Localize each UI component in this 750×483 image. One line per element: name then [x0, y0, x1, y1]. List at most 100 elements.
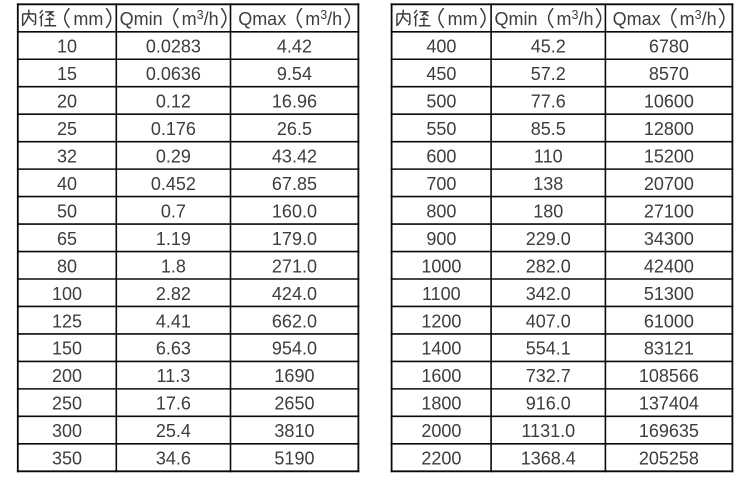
svg-text:1.19: 1.19 [156, 229, 191, 249]
svg-text:350: 350 [52, 449, 82, 469]
svg-text:10: 10 [57, 37, 77, 57]
svg-text:125: 125 [52, 311, 82, 331]
svg-text:Qmin: Qmin [120, 9, 163, 29]
svg-text:271.0: 271.0 [272, 256, 317, 276]
svg-text:138: 138 [533, 174, 563, 194]
svg-text:32: 32 [57, 146, 77, 166]
svg-text:34300: 34300 [644, 229, 694, 249]
svg-text:0.0636: 0.0636 [146, 64, 201, 84]
svg-text:80: 80 [57, 256, 77, 276]
svg-text:83121: 83121 [644, 339, 694, 359]
svg-text:m3/h: m3/h [680, 8, 717, 29]
svg-text:2650: 2650 [274, 394, 314, 414]
svg-text:732.7: 732.7 [526, 366, 571, 386]
svg-text:26.5: 26.5 [277, 119, 312, 139]
svg-text:2200: 2200 [421, 449, 461, 469]
svg-text:160.0: 160.0 [272, 201, 317, 221]
svg-text:65: 65 [57, 229, 77, 249]
svg-text:Qmin: Qmin [495, 9, 538, 29]
svg-text:27100: 27100 [644, 201, 694, 221]
svg-text:179.0: 179.0 [272, 229, 317, 249]
svg-text:229.0: 229.0 [526, 229, 571, 249]
svg-text:424.0: 424.0 [272, 284, 317, 304]
svg-text:50: 50 [57, 201, 77, 221]
svg-text:4.41: 4.41 [156, 311, 191, 331]
svg-text:300: 300 [52, 421, 82, 441]
svg-text:0.0283: 0.0283 [146, 37, 201, 57]
svg-text:0.452: 0.452 [151, 174, 196, 194]
svg-text:1000: 1000 [421, 256, 461, 276]
svg-text:1690: 1690 [274, 366, 314, 386]
svg-text:25.4: 25.4 [156, 421, 191, 441]
svg-text:77.6: 77.6 [531, 92, 566, 112]
svg-text:800: 800 [426, 201, 456, 221]
svg-text:954.0: 954.0 [272, 339, 317, 359]
svg-text:1400: 1400 [421, 339, 461, 359]
svg-text:108566: 108566 [639, 366, 699, 386]
svg-text:600: 600 [426, 146, 456, 166]
svg-text:662.0: 662.0 [272, 311, 317, 331]
svg-text:mm: mm [73, 9, 103, 29]
svg-text:15: 15 [57, 64, 77, 84]
svg-text:150: 150 [52, 339, 82, 359]
svg-text:42400: 42400 [644, 256, 694, 276]
svg-text:67.85: 67.85 [272, 174, 317, 194]
svg-text:4.42: 4.42 [277, 37, 312, 57]
svg-text:1368.4: 1368.4 [521, 449, 576, 469]
svg-text:11.3: 11.3 [157, 366, 191, 386]
svg-text:17.6: 17.6 [156, 394, 191, 414]
svg-text:169635: 169635 [639, 421, 699, 441]
svg-text:200: 200 [52, 366, 82, 386]
svg-text:1200: 1200 [421, 311, 461, 331]
svg-text:3810: 3810 [274, 421, 314, 441]
svg-text:0.7: 0.7 [161, 201, 186, 221]
svg-text:1100: 1100 [422, 284, 461, 304]
svg-text:25: 25 [57, 119, 77, 139]
svg-text:407.0: 407.0 [526, 311, 571, 331]
svg-text:180: 180 [533, 201, 563, 221]
svg-text:16.96: 16.96 [272, 92, 317, 112]
svg-text:0.176: 0.176 [151, 119, 196, 139]
svg-text:6.63: 6.63 [156, 339, 191, 359]
svg-text:43.42: 43.42 [272, 146, 317, 166]
svg-text:554.1: 554.1 [526, 339, 571, 359]
svg-text:2.82: 2.82 [156, 284, 191, 304]
svg-text:900: 900 [426, 229, 456, 249]
svg-text:5190: 5190 [274, 449, 314, 469]
svg-text:51300: 51300 [644, 284, 694, 304]
svg-text:8570: 8570 [649, 64, 689, 84]
svg-text:1600: 1600 [421, 366, 461, 386]
svg-text:40: 40 [57, 174, 77, 194]
svg-text:6780: 6780 [649, 37, 689, 57]
svg-text:0.12: 0.12 [156, 92, 191, 112]
svg-text:mm: mm [448, 9, 478, 29]
svg-text:450: 450 [426, 64, 456, 84]
svg-text:0.29: 0.29 [156, 146, 191, 166]
svg-text:916.0: 916.0 [526, 394, 571, 414]
svg-text:57.2: 57.2 [531, 64, 566, 84]
svg-text:85.5: 85.5 [531, 119, 566, 139]
svg-text:110: 110 [534, 146, 563, 166]
svg-text:20: 20 [57, 92, 77, 112]
svg-text:500: 500 [426, 92, 456, 112]
svg-text:1131.0: 1131.0 [521, 421, 575, 441]
svg-text:205258: 205258 [639, 449, 699, 469]
svg-text:10600: 10600 [644, 92, 694, 112]
svg-text:Qmax: Qmax [238, 9, 286, 29]
svg-text:61000: 61000 [644, 311, 694, 331]
svg-text:12800: 12800 [644, 119, 694, 139]
svg-text:342.0: 342.0 [526, 284, 571, 304]
svg-text:9.54: 9.54 [277, 64, 312, 84]
svg-text:15200: 15200 [644, 146, 694, 166]
svg-text:m3/h: m3/h [305, 8, 342, 29]
svg-text:1800: 1800 [421, 394, 461, 414]
svg-text:250: 250 [52, 394, 82, 414]
svg-text:m3/h: m3/h [557, 8, 594, 29]
svg-text:34.6: 34.6 [156, 449, 191, 469]
svg-text:550: 550 [426, 119, 456, 139]
svg-text:700: 700 [426, 174, 456, 194]
svg-text:45.2: 45.2 [531, 37, 566, 57]
svg-text:137404: 137404 [639, 394, 699, 414]
svg-text:20700: 20700 [644, 174, 694, 194]
svg-text:282.0: 282.0 [526, 256, 571, 276]
